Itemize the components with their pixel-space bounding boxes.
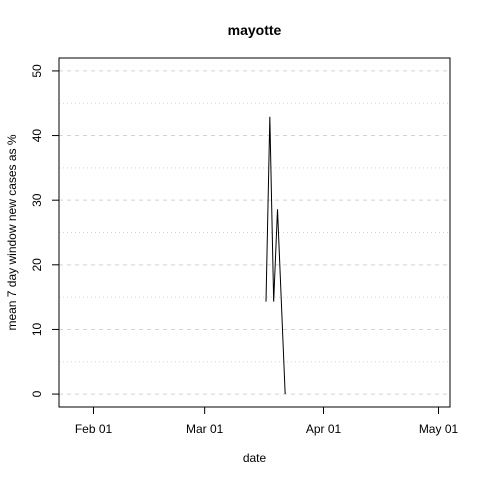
x-axis-label: date bbox=[243, 451, 267, 465]
x-tick-label: Apr 01 bbox=[306, 422, 342, 436]
y-tick-label: 30 bbox=[30, 193, 44, 207]
x-tick-label: May 01 bbox=[419, 422, 459, 436]
y-tick-label: 0 bbox=[30, 390, 44, 397]
x-tick-label: Mar 01 bbox=[186, 422, 224, 436]
y-tick-label: 50 bbox=[30, 64, 44, 78]
x-tick-label: Feb 01 bbox=[75, 422, 113, 436]
y-tick-label: 10 bbox=[30, 322, 44, 336]
chart-title: mayotte bbox=[228, 22, 282, 38]
y-tick-label: 20 bbox=[30, 258, 44, 272]
y-tick-label: 40 bbox=[30, 129, 44, 143]
y-axis-label: mean 7 day window new cases as % bbox=[5, 134, 19, 330]
